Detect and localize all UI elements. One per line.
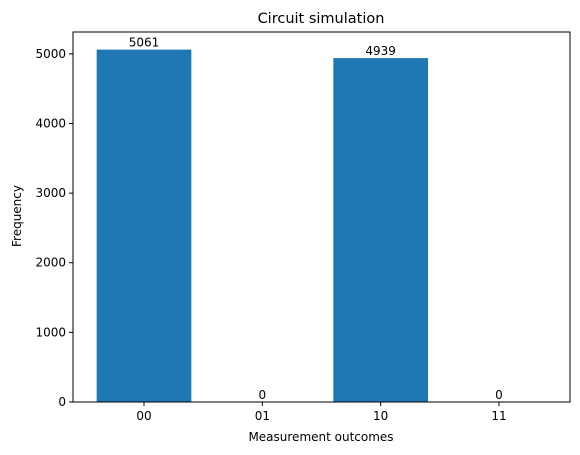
bar — [96, 49, 192, 402]
data-label: 0 — [495, 388, 503, 402]
plot-frame — [72, 31, 571, 403]
y-tick-label: 5000 — [35, 47, 66, 61]
x-tick-label: 11 — [491, 409, 506, 423]
y-tick-label: 2000 — [35, 256, 66, 270]
x-tick-label: 00 — [136, 409, 151, 423]
bar — [333, 58, 428, 402]
y-tick-label: 1000 — [35, 325, 66, 339]
y-tick-label: 4000 — [35, 116, 66, 130]
y-axis-label: Frequency — [10, 185, 24, 247]
data-label: 5061 — [129, 36, 160, 50]
y-tick-label: 3000 — [35, 186, 66, 200]
y-tick-label: 0 — [58, 395, 66, 409]
data-label: 4939 — [365, 44, 396, 58]
x-tick-label: 10 — [373, 409, 388, 423]
chart-title: Circuit simulation — [258, 11, 385, 27]
data-label: 0 — [259, 388, 267, 402]
x-axis-label: Measurement outcomes — [248, 430, 393, 444]
x-tick-label: 01 — [255, 409, 270, 423]
